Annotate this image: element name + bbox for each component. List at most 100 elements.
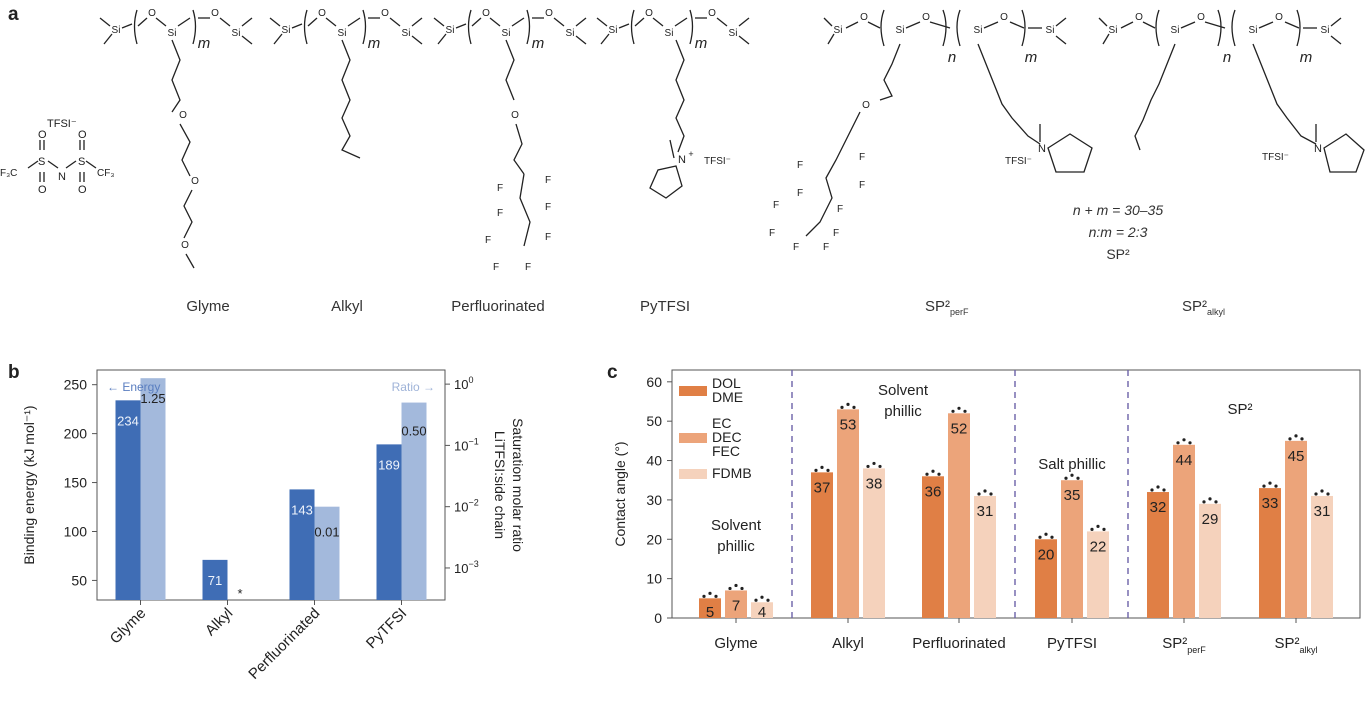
sp2perf-si-0: Si <box>834 25 843 36</box>
alkyl-si-mid: Si <box>338 28 347 39</box>
panel-c-point-4-2-0 <box>1202 500 1206 504</box>
perf-o2: O <box>545 8 553 19</box>
bond-line <box>511 17 525 27</box>
bond-line <box>1180 21 1196 29</box>
panel-c-value-2-0: 36 <box>925 483 942 500</box>
sp2perf-bracket-1 <box>880 9 885 47</box>
panel-c-value-1-0: 37 <box>814 479 831 496</box>
sp2alkyl-n: n <box>1223 49 1231 66</box>
panel-c-ylabel: Contact angle (°) <box>612 441 628 546</box>
panel-c-bar-1-2 <box>863 468 885 618</box>
panel-c-xtick-main-2: Perfluorinated <box>912 635 1005 652</box>
perf-chain-o: O <box>511 110 519 121</box>
panel-c-xtick-label-2: Perfluorinated <box>912 635 1005 652</box>
panel-c-point-3-1-2 <box>1076 476 1080 480</box>
glyme-chain-o1: O <box>179 110 187 121</box>
panel-c-point-2-1-2 <box>963 409 967 413</box>
panel-b-energy-label-3: 189 <box>378 457 400 472</box>
bond-line <box>1330 17 1342 27</box>
sp2-perf-sub: perF <box>950 307 969 317</box>
perf-chain-3 <box>519 173 531 247</box>
panel-b-energy-bar-1 <box>202 559 228 600</box>
sp2perf-si-1: Si <box>896 25 905 36</box>
region-label-salt: Salt phillic <box>1038 456 1106 473</box>
panel-c-ytick-label-1: 10 <box>646 571 662 587</box>
panel-c-value-5-1: 45 <box>1288 448 1305 465</box>
panel-b-energy-label-2: 143 <box>291 502 313 517</box>
sp2alkyl-si-1: Si <box>1171 25 1180 36</box>
glyme-o1: O <box>148 8 156 19</box>
sp2alkyl-o-2: O <box>1275 12 1283 23</box>
panel-c-point-3-1-0 <box>1064 476 1068 480</box>
panel-c-point-4-2-2 <box>1214 500 1218 504</box>
panel-c-point-1-0-0 <box>814 468 818 472</box>
perf-si-left: Si <box>446 25 455 36</box>
alkyl-o1: O <box>318 8 326 19</box>
pytfsi-bracket-right <box>689 9 694 45</box>
panel-c-point-5-1-0 <box>1288 437 1292 441</box>
tfsi-n: N <box>58 171 66 183</box>
panel-c-point-0-1-1 <box>734 583 738 588</box>
perf-bracket-left <box>467 9 472 45</box>
panel-c-point-2-1-1 <box>957 406 961 410</box>
sp2perf-counter-anion: TFSI⁻ <box>1005 156 1032 167</box>
panel-c-bar-4-2 <box>1199 503 1221 618</box>
region-label-solvent-line2: phillic <box>884 403 922 420</box>
pytfsi-methyl <box>669 139 675 159</box>
panel-c-legend-swatch-0 <box>679 386 707 396</box>
perf-m: m <box>532 35 545 52</box>
panel-b-ratio-label-3: 0.50 <box>401 424 426 439</box>
panel-b-y2tick-base-3: 10 <box>454 561 468 576</box>
panel-c-value-4-2: 29 <box>1202 511 1219 528</box>
bond-line <box>433 17 445 27</box>
glyme-si-right: Si <box>232 28 241 39</box>
panel-c-bar-3-0 <box>1035 539 1057 618</box>
sp2perf-bracket-2 <box>942 9 947 47</box>
sp2perf-chain-3 <box>977 43 1041 145</box>
panel-c-chart: c 0 10 20 30 40 50 60 Glyme Alkyl Perfluorinated P… <box>607 362 1361 655</box>
bond-line <box>103 33 113 45</box>
bond-line <box>347 17 361 27</box>
sp2alkyl-si-3: Si <box>1321 25 1330 36</box>
structure-name-sp2-alkyl: SP²alkyl <box>1182 298 1225 317</box>
panel-c-point-1-1-0 <box>840 405 844 409</box>
panel-c-point-1-2-2 <box>878 464 882 469</box>
panel-c-bar-0-2 <box>751 602 773 618</box>
structure-name-perfluorinated: Perfluorinated <box>451 298 544 315</box>
glyme-si-left: Si <box>112 25 121 36</box>
alkyl-bracket-left <box>303 9 308 45</box>
sp2alkyl-bracket-3 <box>1231 9 1236 47</box>
panel-c-point-5-0-1 <box>1268 481 1272 485</box>
panel-c-bar-5-1 <box>1285 440 1307 618</box>
perf-bracket-right <box>526 9 531 45</box>
panel-c-point-4-0-0 <box>1150 488 1154 492</box>
sp2alkyl-chain-1 <box>1134 43 1176 151</box>
bond-line <box>716 17 728 27</box>
bond-line <box>241 17 253 27</box>
bond-line <box>674 17 688 27</box>
pytfsi-plus: + <box>688 149 693 159</box>
bond-line <box>269 17 281 27</box>
tfsi-o1: O <box>38 129 47 141</box>
panel-b-y2tick-label-3: 10−3 <box>454 559 479 576</box>
structure-name-pytfsi: PyTFSI <box>640 298 690 315</box>
panel-b-y2tick-label-1: 10−1 <box>454 436 479 453</box>
panel-c-point-2-0-2 <box>937 472 941 476</box>
panel-c-value-3-0: 20 <box>1038 546 1055 563</box>
panel-c-xtick-main-1: Alkyl <box>832 635 864 652</box>
panel-c-xtick-label-4: SP²perF <box>1162 635 1206 655</box>
sp2alkyl-o-0: O <box>1135 12 1143 23</box>
bond-line <box>1102 33 1110 45</box>
bond-line <box>389 17 401 27</box>
panel-c-bar-0-1 <box>725 590 747 618</box>
sp2perf-f-8: F <box>793 242 799 253</box>
perf-f-4: F <box>545 175 551 186</box>
alkyl-o2: O <box>381 8 389 19</box>
panel-c-xtick-main-5: SP² <box>1274 635 1299 652</box>
structure-name-alkyl: Alkyl <box>331 298 363 315</box>
panel-c-point-0-0-2 <box>714 594 718 598</box>
sp2perf-o-1: O <box>922 12 930 23</box>
pytfsi-si-right: Si <box>729 28 738 39</box>
panel-c-bar-2-0 <box>922 476 944 618</box>
bond-line <box>99 17 111 27</box>
